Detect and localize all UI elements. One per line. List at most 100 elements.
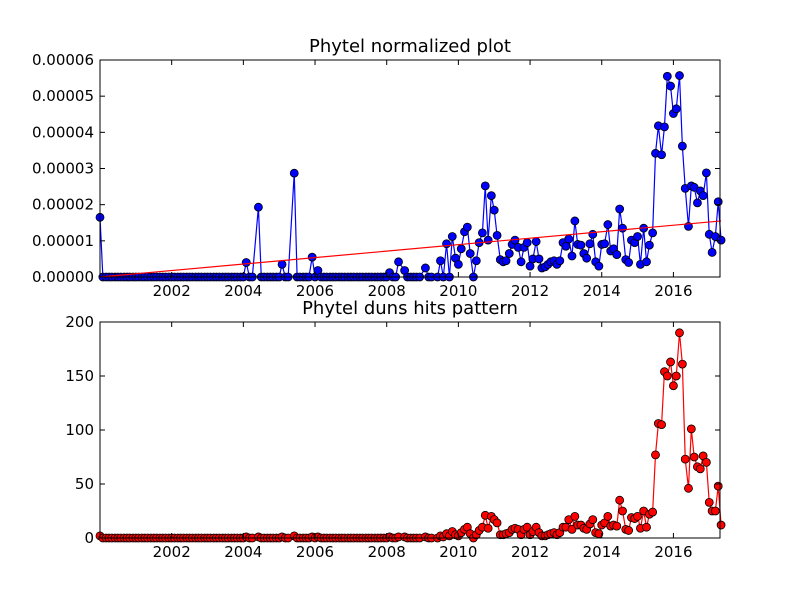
normalized-data-point [693,198,702,208]
duns-hits-data-point [612,521,622,531]
normalized-data-point [698,191,708,201]
normalized-data-point [582,253,592,263]
duns-hits-axes: 2002 2004 2006 2008 2010 2012 2014 2016 0 50 100 15… [65,313,721,561]
normalized-y-tick-label: 0.00005 [32,87,94,105]
duns-hits-data-point [615,495,625,505]
normalized-data-point [525,261,535,271]
normalized-data-point [603,220,613,229]
normalized-data-point [666,81,675,91]
duns-hits-data-point [657,420,666,430]
normalized-data-point [453,259,463,269]
duns-hits-data-point [704,497,714,507]
duns-hits-data-point [642,522,651,532]
duns-hits-data-point [633,512,642,521]
duns-hits-x-tick-label: 2016 [654,543,692,561]
duns-hits-data-point [701,457,711,467]
normalized-data-point [576,240,586,250]
normalized-y-tick-label: 0.00001 [32,232,94,250]
normalized-data-point [615,204,625,214]
normalized-data-point [561,241,571,251]
duns-hits-data-point [669,381,678,391]
normalized-x-tick-label: 2010 [439,282,477,300]
duns-hits-data-point [684,483,693,493]
normalized-data-point [564,234,574,244]
duns-hits-x-tick-label: 2014 [583,543,621,561]
normalized-data-point [501,256,511,266]
normalized-data-point [567,251,577,261]
normalized-data-point [662,71,672,81]
normalized-data-point [486,191,496,201]
normalized-data-point [555,256,565,266]
duns-hits-data-point [689,452,699,462]
normalized-data-point [618,223,627,233]
normalized-data-point [504,249,514,258]
normalized-data-point [671,104,681,114]
normalized-data-point [394,257,403,267]
duns-hits-y-tick-label: 150 [65,367,94,385]
duns-hits-x-tick-label: 2004 [224,543,262,561]
normalized-plot-axes: 2002 2004 2006 2008 2010 2012 2014 2016 0.00000 0… [32,51,721,300]
normalized-x-tick-label: 2004 [224,282,262,300]
duns-hits-data-point [695,464,705,474]
chart-title-duns-hits: Phytel duns hits pattern [302,298,518,319]
duns-hits-data-point [483,523,493,533]
duns-hits-data-point [677,359,687,369]
duns-hits-data-point [651,450,660,460]
duns-hits-data-point [624,526,634,535]
normalized-data-point [241,258,251,267]
normalized-x-tick-label: 2008 [368,282,406,300]
normalized-data-point [594,261,604,271]
normalized-data-point [516,257,526,267]
duns-hits-data-point [603,512,613,521]
duns-hits-data-point [492,518,502,528]
normalized-data-point [522,238,532,248]
normalized-data-point [716,235,726,245]
normalized-data-point [570,216,580,226]
normalized-data-point [465,249,475,258]
duns-hits-data-point [716,520,726,530]
duns-hits-y-tick-label: 200 [65,313,94,331]
duns-hits-data-point [671,371,681,381]
normalized-data-point [534,254,544,264]
duns-hits-y-tick-label: 50 [75,475,94,493]
duns-hits-data-point [648,507,658,517]
duns-hits-x-tick-label: 2008 [368,543,406,561]
duns-hits-data-point [666,357,675,367]
normalized-data-point [624,258,634,267]
duns-hits-data-point [618,506,627,516]
normalized-data-point [447,232,457,241]
normalized-data-point [483,235,493,245]
normalized-x-tick-label: 2006 [296,282,334,300]
duns-hits-x-tick-label: 2010 [439,543,477,561]
normalized-data-point [588,229,598,239]
normalized-data-point [701,168,711,178]
duns-hits-panel: Phytel duns hits pattern 2002 2004 2006 200… [65,298,726,561]
normalized-plot-panel: Phytel normalized plot 2002 2004 2006 2008 2… [32,36,726,300]
normalized-data-point [660,122,669,132]
normalized-x-tick-label: 2016 [654,282,692,300]
normalized-data-point [677,141,687,151]
duns-hits-data-point [662,371,672,381]
duns-hits-x-tick-label: 2006 [296,543,334,561]
duns-hits-data-point [686,424,696,434]
duns-hits-data-point [570,512,580,521]
normalized-y-tick-label: 0.00002 [32,196,94,214]
normalized-data-point [289,168,299,178]
duns-hits-data-point [675,328,684,338]
duns-hits-data-point [680,454,690,464]
normalized-data-point [489,205,499,215]
normalized-data-point [531,237,541,246]
normalized-data-point [633,232,642,241]
duns-hits-marks [95,328,726,543]
duns-hits-x-tick-label: 2002 [153,543,191,561]
normalized-data-point [436,256,445,266]
normalized-data-point [612,250,622,259]
normalized-y-tick-label: 0.00004 [32,123,94,141]
normalized-y-tick-label: 0.00006 [32,51,94,69]
duns-hits-data-point [713,481,723,491]
normalized-x-tick-label: 2002 [153,282,191,300]
normalized-data-point [642,257,651,267]
normalized-data-point [421,263,430,273]
